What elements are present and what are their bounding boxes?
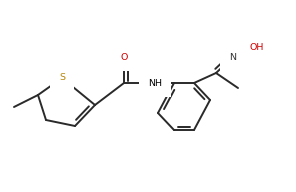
Text: N: N [229, 52, 237, 61]
Text: S: S [59, 74, 65, 83]
Text: NH: NH [148, 79, 162, 88]
Text: OH: OH [250, 44, 264, 52]
Text: O: O [120, 52, 128, 61]
